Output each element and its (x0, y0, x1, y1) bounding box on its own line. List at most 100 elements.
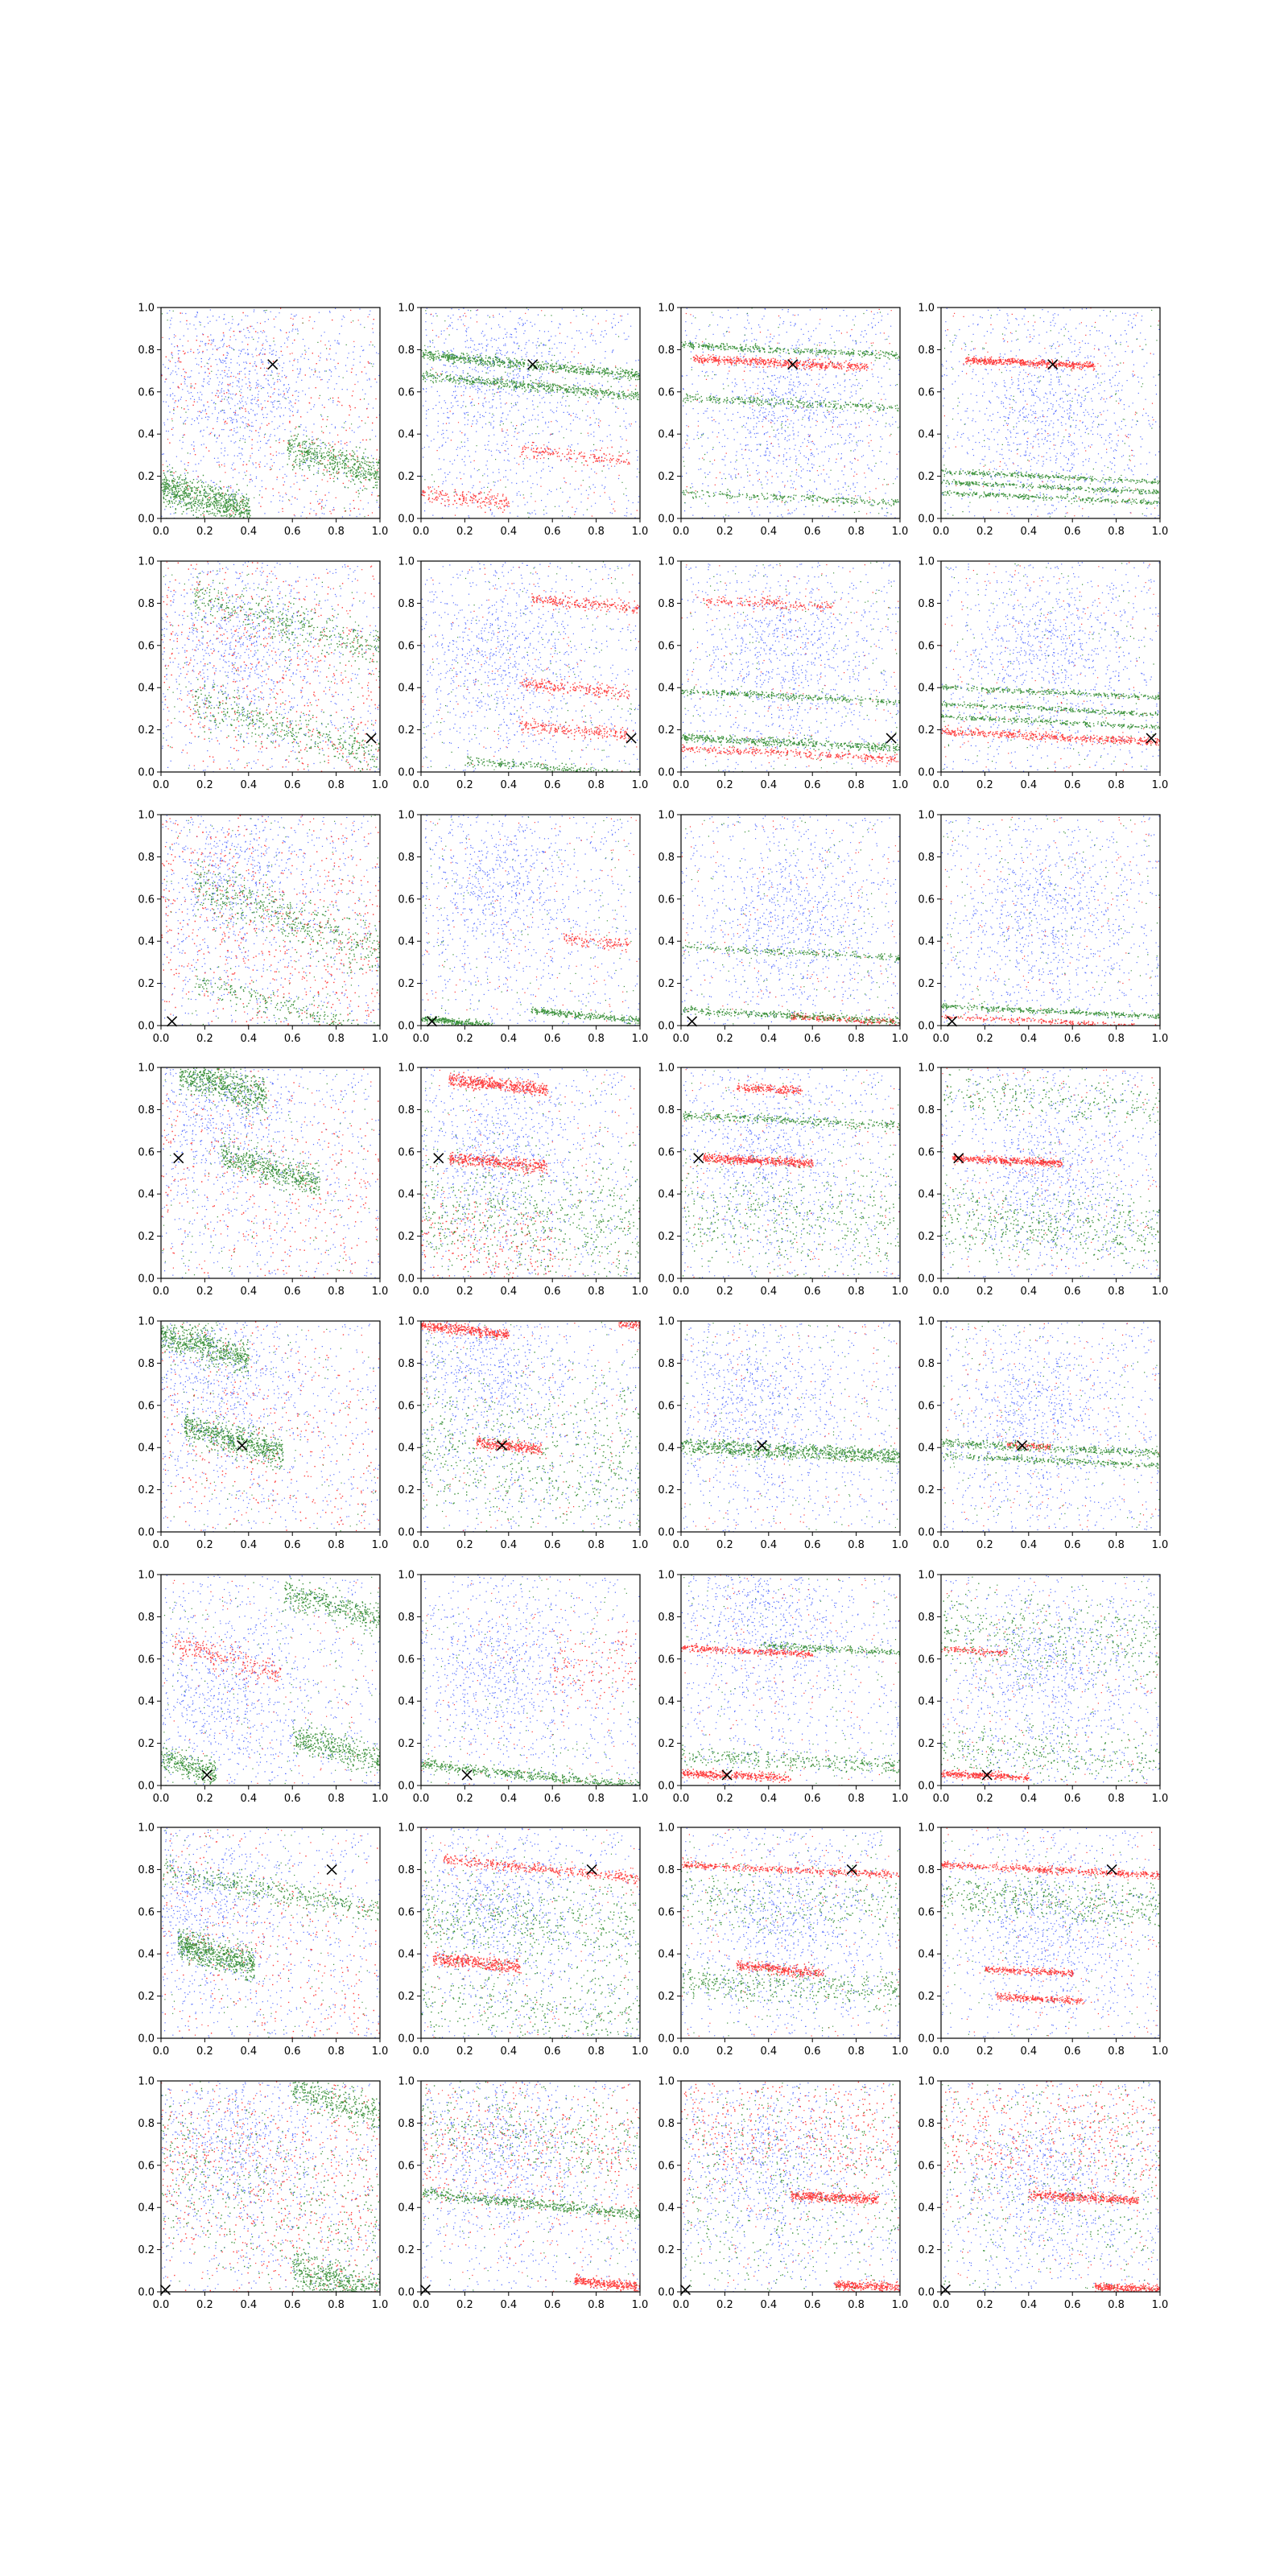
y-tick-label: 0.8 (398, 852, 415, 864)
y-tick-label: 0.6 (918, 1400, 935, 1412)
y-tick-label: 1.0 (398, 2076, 415, 2088)
x-tick-label: 0.0 (153, 2299, 170, 2311)
x-tick-label: 0.4 (760, 1286, 777, 1298)
x-tick-label: 0.4 (1020, 2299, 1037, 2311)
y-tick-label: 0.0 (918, 1527, 935, 1539)
y-tick-label: 1.0 (918, 1063, 935, 1075)
x-tick-label: 1.0 (892, 2299, 909, 2311)
y-tick-label: 1.0 (138, 303, 155, 315)
x-tick-label: 0.2 (456, 1539, 473, 1551)
y-tick-label: 0.6 (138, 1906, 155, 1918)
x-tick-label: 1.0 (372, 1033, 389, 1045)
x-tick-label: 1.0 (1152, 526, 1169, 538)
y-tick-label: 0.6 (398, 640, 415, 652)
y-tick-label: 0.2 (918, 724, 935, 737)
y-tick-label: 0.4 (918, 683, 935, 695)
x-tick-label: 0.0 (413, 2046, 430, 2058)
y-tick-label: 1.0 (138, 1063, 155, 1075)
y-tick-label: 0.4 (138, 2202, 155, 2215)
y-tick-label: 0.0 (398, 1781, 415, 1793)
x-tick-label: 0.4 (1020, 779, 1037, 791)
y-tick-label: 0.8 (658, 1864, 675, 1876)
y-tick-label: 0.6 (398, 894, 415, 906)
x-tick-label: 0.4 (760, 1539, 777, 1551)
x-tick-label: 0.8 (1108, 526, 1125, 538)
x-tick-label: 0.2 (196, 526, 213, 538)
y-tick-label: 0.0 (658, 514, 675, 526)
y-tick-label: 1.0 (658, 303, 675, 315)
y-tick-label: 1.0 (398, 1063, 415, 1075)
x-tick-label: 1.0 (892, 1539, 909, 1551)
x-tick-label: 0.8 (588, 1033, 605, 1045)
x-tick-label: 0.4 (240, 1033, 257, 1045)
x-tick-label: 0.8 (328, 526, 345, 538)
x-tick-label: 0.8 (328, 1286, 345, 1298)
x-tick-label: 0.2 (456, 2299, 473, 2311)
y-tick-label: 0.6 (138, 894, 155, 906)
x-tick-label: 1.0 (372, 526, 389, 538)
x-tick-label: 0.8 (848, 526, 865, 538)
y-tick-label: 0.2 (138, 1484, 155, 1496)
x-tick-label: 0.6 (804, 1539, 821, 1551)
x-tick-label: 0.8 (328, 2299, 345, 2311)
y-tick-label: 0.0 (138, 767, 155, 779)
y-tick-label: 0.2 (658, 1738, 675, 1750)
x-tick-label: 0.6 (284, 526, 301, 538)
x-tick-label: 0.6 (544, 1033, 561, 1045)
y-tick-label: 0.8 (138, 598, 155, 610)
y-tick-label: 1.0 (658, 2076, 675, 2088)
x-tick-label: 0.0 (673, 1033, 690, 1045)
x-tick-label: 0.4 (500, 2299, 517, 2311)
y-tick-label: 0.2 (398, 1484, 415, 1496)
x-tick-label: 0.2 (196, 1539, 213, 1551)
x-tick-label: 0.8 (328, 1793, 345, 1805)
y-tick-label: 1.0 (918, 2076, 935, 2088)
y-tick-label: 0.4 (398, 1949, 415, 1961)
y-tick-label: 0.8 (918, 852, 935, 864)
y-tick-label: 0.0 (398, 1274, 415, 1286)
y-tick-label: 1.0 (398, 556, 415, 568)
x-tick-label: 0.2 (976, 526, 993, 538)
y-tick-label: 0.4 (138, 429, 155, 441)
y-tick-label: 1.0 (918, 1570, 935, 1582)
y-tick-label: 0.2 (398, 724, 415, 737)
y-tick-label: 1.0 (138, 1823, 155, 1835)
y-tick-label: 0.0 (398, 767, 415, 779)
x-tick-label: 0.2 (716, 1286, 733, 1298)
x-tick-label: 0.4 (500, 1539, 517, 1551)
y-tick-label: 0.0 (138, 2033, 155, 2046)
x-tick-label: 1.0 (1152, 1286, 1169, 1298)
x-tick-label: 0.2 (456, 1793, 473, 1805)
y-tick-label: 0.0 (138, 1274, 155, 1286)
x-tick-label: 0.8 (328, 779, 345, 791)
x-tick-label: 0.8 (588, 779, 605, 791)
y-tick-label: 0.0 (398, 2287, 415, 2299)
x-tick-label: 1.0 (892, 2046, 909, 2058)
x-tick-label: 0.4 (500, 2046, 517, 2058)
x-tick-label: 0.2 (716, 2046, 733, 2058)
y-tick-label: 0.2 (138, 724, 155, 737)
x-tick-label: 1.0 (372, 2046, 389, 2058)
x-tick-label: 0.0 (413, 779, 430, 791)
x-tick-label: 0.8 (588, 1793, 605, 1805)
y-tick-label: 0.8 (398, 1358, 415, 1370)
y-tick-label: 0.4 (398, 2202, 415, 2215)
x-tick-label: 0.4 (1020, 1793, 1037, 1805)
y-tick-label: 0.8 (398, 598, 415, 610)
x-tick-label: 0.2 (456, 1286, 473, 1298)
x-tick-label: 0.6 (284, 1793, 301, 1805)
y-tick-label: 0.8 (658, 2118, 675, 2130)
y-tick-label: 1.0 (138, 1570, 155, 1582)
x-tick-label: 0.6 (804, 1033, 821, 1045)
y-tick-label: 0.0 (658, 2033, 675, 2046)
y-tick-label: 0.4 (658, 1189, 675, 1201)
y-tick-label: 0.8 (658, 598, 675, 610)
x-tick-label: 0.4 (240, 1793, 257, 1805)
y-tick-label: 0.6 (658, 894, 675, 906)
x-tick-label: 0.0 (933, 779, 950, 791)
x-tick-label: 0.4 (240, 2299, 257, 2311)
x-tick-label: 0.0 (933, 526, 950, 538)
x-tick-label: 0.8 (848, 1539, 865, 1551)
y-tick-label: 0.8 (658, 345, 675, 357)
x-tick-label: 0.2 (976, 2046, 993, 2058)
